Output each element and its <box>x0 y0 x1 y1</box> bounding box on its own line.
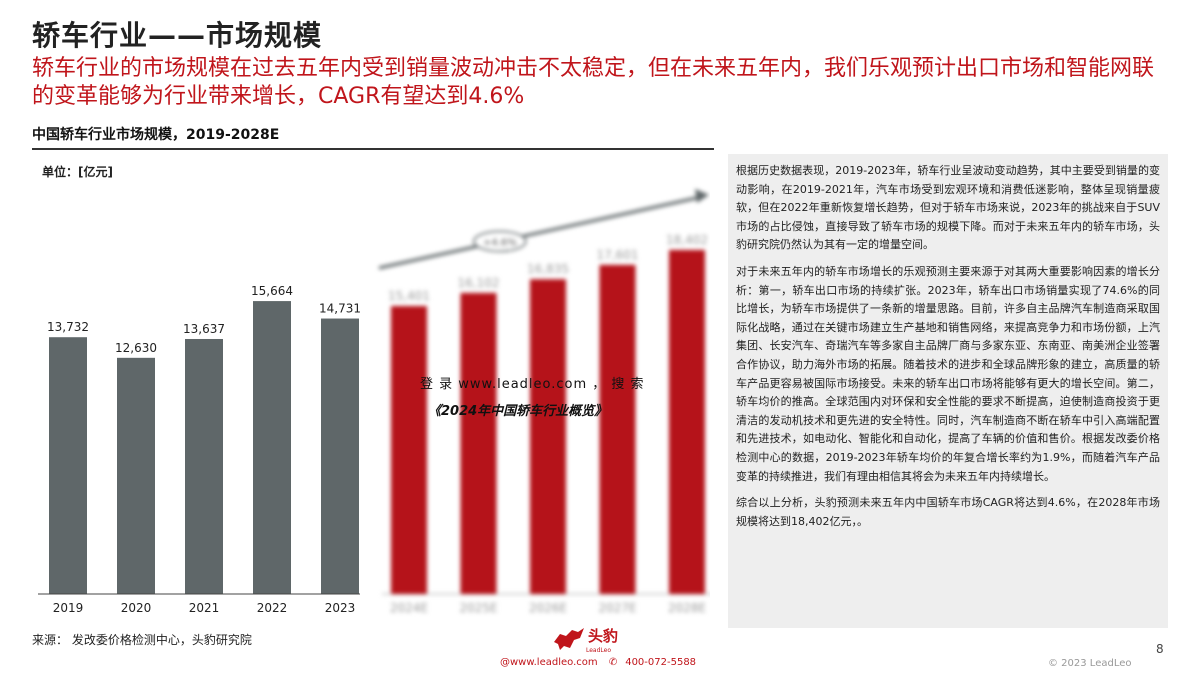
cagr-label: +4.6% <box>483 237 517 248</box>
bar-2028E <box>669 249 705 594</box>
analysis-panel: 根据历史数据表现，2019-2023年，轿车行业呈波动变动趋势，其中主要受到销量… <box>728 154 1168 628</box>
page-number: 8 <box>1156 642 1164 656</box>
x-tick-2020: 2020 <box>121 601 152 615</box>
x-tick-2021: 2021 <box>189 601 220 615</box>
chart-title: 中国轿车行业市场规模，2019-2028E <box>32 127 280 143</box>
watermark-line-1: 登 录 www.leadleo.com ， 搜 索 <box>420 377 645 392</box>
bar-2025E <box>460 292 497 594</box>
x-tick-2026E: 2026E <box>529 601 567 615</box>
x-tick-2027E: 2027E <box>598 601 636 615</box>
unit-label: 单位：[亿元] <box>42 165 113 179</box>
analysis-paragraph: 根据历史数据表现，2019-2023年，轿车行业呈波动变动趋势，其中主要受到销量… <box>736 164 1160 252</box>
x-tick-2023: 2023 <box>325 601 356 615</box>
bar-2024E <box>391 306 427 594</box>
analysis-paragraph: 对于未来五年内的轿车市场增长的乐观预测主要来源于对其两大重要影响因素的增长分析：… <box>736 264 1160 483</box>
value-label-2019: 13,732 <box>47 320 89 334</box>
value-label-2025E: 16,102 <box>458 276 500 290</box>
value-label-2024E: 15,401 <box>388 289 430 303</box>
chart-title-divider <box>32 148 714 150</box>
cagr-arrow-head <box>695 188 709 203</box>
value-label-2020: 12,630 <box>115 341 157 355</box>
x-tick-2022: 2022 <box>257 601 288 615</box>
historical-bars: 13,732 2019 12,630 2020 13,637 2021 15,664 2022… <box>47 284 361 615</box>
value-label-2028E: 18,402 <box>666 233 708 247</box>
bar-2022 <box>253 301 291 594</box>
bar-2026E <box>530 279 566 594</box>
x-tick-2028E: 2028E <box>668 601 706 615</box>
value-label-2027E: 17,601 <box>597 248 639 262</box>
value-label-2026E: 16,835 <box>527 262 569 276</box>
email-text: @www.leadleo.com <box>500 657 598 668</box>
page-title: 轿车行业——市场规模 <box>32 19 323 52</box>
phone-icon: ✆ <box>608 657 618 668</box>
x-tick-2025E: 2025E <box>459 601 497 615</box>
analysis-paragraph: 综合以上分析，头豹预测未来五年内中国轿车市场CAGR将达到4.6%，在2028年… <box>736 496 1160 528</box>
bar-2019 <box>49 337 87 594</box>
bar-2020 <box>117 357 155 594</box>
phone-text: 400-072-5588 <box>625 657 697 668</box>
brand-name: 头豹 <box>588 627 619 645</box>
brand-subname: LeadLeo <box>586 647 612 654</box>
contact-info: @www.leadleo.com ✆ 400-072-5588 <box>500 657 704 668</box>
cagr-arrow-line <box>378 196 698 270</box>
x-tick-2019: 2019 <box>53 601 84 615</box>
bar-2021 <box>185 338 223 594</box>
copyright: © 2023 LeadLeo <box>1048 658 1132 669</box>
source-note: 来源： 发改委价格检测中心，头豹研究院 <box>32 633 252 647</box>
forecast-bars: 15,401 2024E 16,102 2025E 16,835 2026E 17,601 2… <box>378 188 710 615</box>
market-size-bar-chart: 13,732 2019 12,630 2020 13,637 2021 15,664 2022… <box>38 188 710 615</box>
bar-2027E <box>599 264 636 594</box>
watermark-line-2: 《2024年中国轿车行业概览》 <box>428 404 608 419</box>
value-label-2023: 14,731 <box>319 302 361 316</box>
value-label-2021: 13,637 <box>183 322 225 336</box>
x-tick-2024E: 2024E <box>390 601 428 615</box>
bar-2023 <box>321 318 359 594</box>
leopard-logo-icon <box>554 628 584 650</box>
cagr-badge <box>473 230 527 253</box>
value-label-2022: 15,664 <box>251 284 293 298</box>
page-subtitle: 轿车行业的市场规模在过去五年内受到销量波动冲击不太稳定，但在未来五年内，我们乐观… <box>32 56 1155 109</box>
